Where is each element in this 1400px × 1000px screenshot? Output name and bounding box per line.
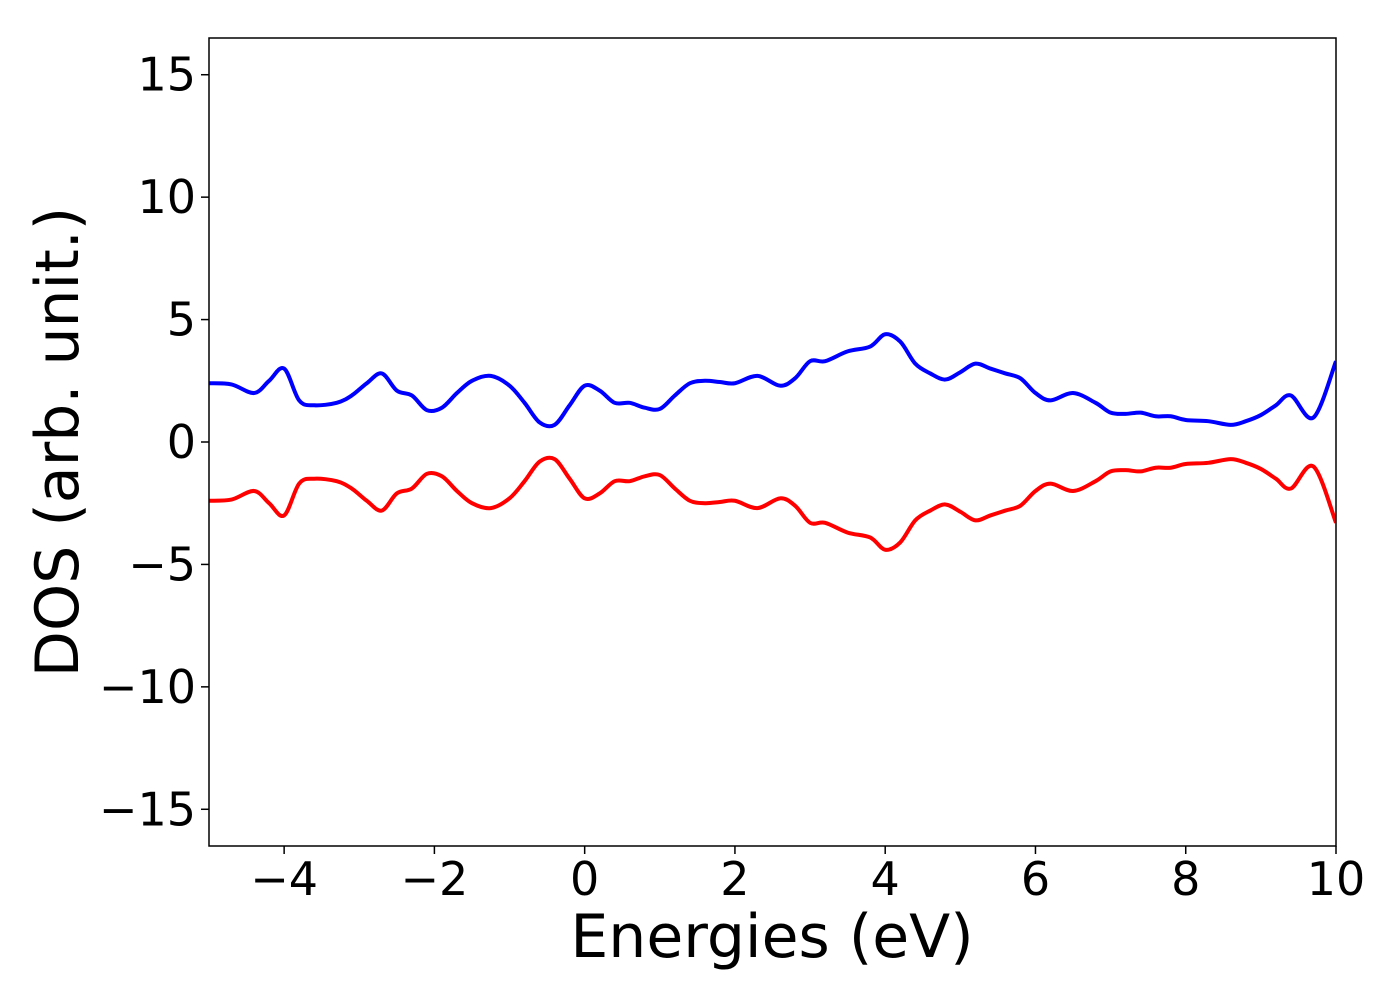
y-tick-label: 10 (137, 170, 196, 224)
y-tick-label: 15 (137, 48, 196, 102)
x-tick-label: −4 (250, 852, 318, 906)
x-tick-label: 0 (570, 852, 599, 906)
x-tick-label: 2 (720, 852, 749, 906)
dos-line-blue (209, 332, 1336, 429)
y-tick-label: −10 (99, 660, 196, 714)
x-tick-label: 4 (871, 852, 900, 906)
dos-line-red (209, 455, 1336, 552)
plot-frame (208, 37, 1337, 847)
y-tick-label: 5 (167, 293, 196, 347)
x-tick-label: −2 (400, 852, 468, 906)
x-tick-label: 8 (1171, 852, 1200, 906)
y-tick-label: 0 (167, 415, 196, 469)
x-tick-label: 10 (1307, 852, 1366, 906)
x-axis: −4 −2 0 2 4 6 8 10 (250, 846, 1365, 906)
x-tick-label: 6 (1021, 852, 1050, 906)
y-axis-label: DOS (arb. unit.) (23, 207, 93, 677)
series-layer (209, 332, 1336, 552)
y-axis: −15 −10 −5 0 5 10 15 (99, 48, 209, 836)
y-tick-label: −15 (99, 782, 196, 836)
y-tick-label: −5 (128, 537, 196, 591)
x-axis-label: Energies (eV) (570, 902, 973, 972)
